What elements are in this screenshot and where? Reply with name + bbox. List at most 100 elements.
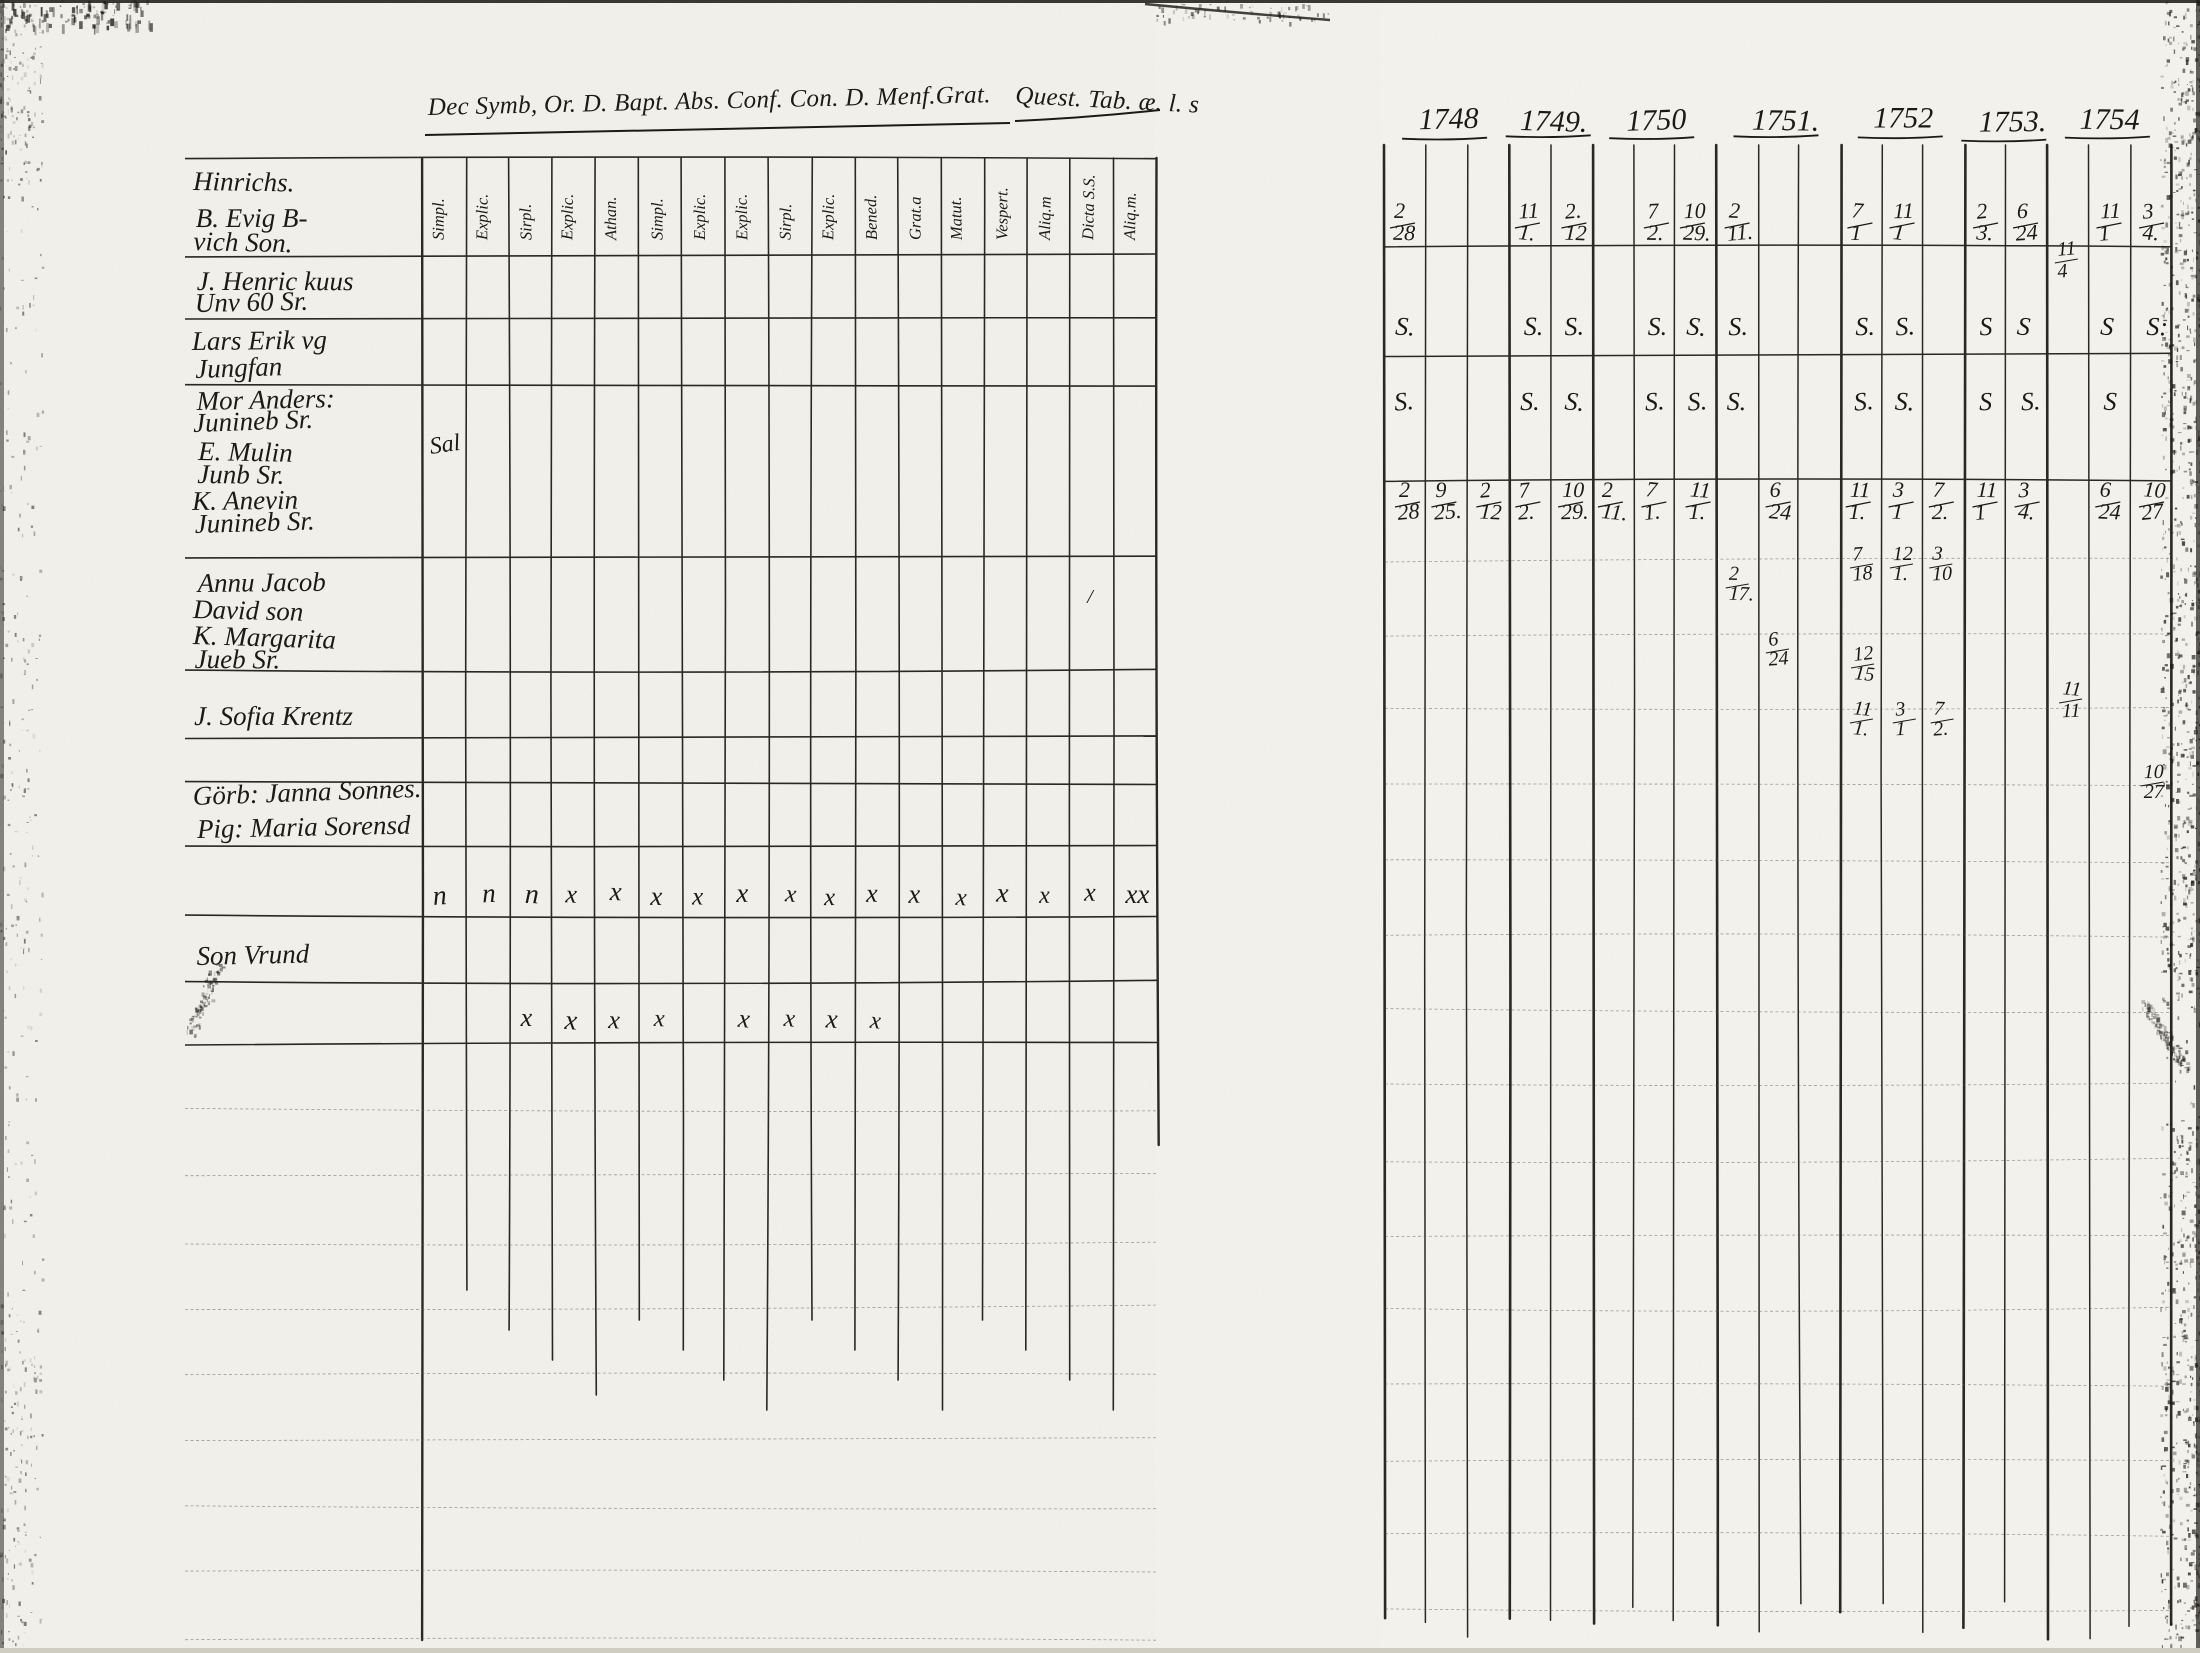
svg-text:2.: 2. — [1517, 499, 1535, 525]
svg-text:12: 12 — [1564, 220, 1587, 246]
svg-text:1: 1 — [1850, 220, 1861, 245]
svg-text:27: 27 — [2140, 498, 2165, 525]
svg-text:Junineb Sr.: Junineb Sr. — [194, 505, 315, 539]
svg-text:x: x — [824, 1003, 838, 1034]
svg-text:2.: 2. — [1932, 499, 1949, 524]
svg-text:x: x — [691, 884, 703, 911]
svg-text:4.: 4. — [2017, 498, 2035, 524]
svg-text:x: x — [1083, 878, 1096, 907]
svg-text:x: x — [607, 1005, 621, 1035]
svg-text:Explic.: Explic. — [557, 193, 577, 241]
svg-text:11: 11 — [2100, 198, 2121, 224]
svg-text:1754: 1754 — [2079, 103, 2139, 137]
svg-text:1750: 1750 — [1626, 103, 1687, 138]
svg-text:S.: S. — [1647, 312, 1667, 341]
svg-text:Unv 60 Sr.: Unv 60 Sr. — [195, 286, 309, 318]
svg-text:28: 28 — [1396, 498, 1420, 525]
svg-text:25.: 25. — [1433, 498, 1462, 525]
svg-text:Simpl.: Simpl. — [647, 198, 666, 240]
svg-text:S: S — [2103, 387, 2118, 417]
svg-text:S.: S. — [1727, 387, 1747, 416]
svg-text:1748: 1748 — [1418, 102, 1479, 136]
svg-text:17.: 17. — [1729, 583, 1755, 606]
svg-text:S.: S. — [1393, 386, 1415, 417]
svg-text:24: 24 — [1768, 498, 1792, 525]
svg-text:x: x — [907, 879, 921, 909]
svg-text:S.: S. — [1686, 386, 1708, 416]
svg-text:S.: S. — [1894, 387, 1915, 417]
svg-text:S.: S. — [1395, 312, 1416, 342]
svg-text:Jueb Sr.: Jueb Sr. — [195, 644, 281, 674]
svg-text:4.: 4. — [2142, 219, 2160, 245]
svg-text:3.: 3. — [1975, 219, 1994, 245]
svg-text:11: 11 — [2056, 237, 2076, 260]
svg-text:Dicta S.S.: Dicta S.S. — [1078, 174, 1099, 241]
svg-text:S.: S. — [1524, 312, 1544, 341]
svg-text:x: x — [865, 879, 878, 908]
svg-text:Aliq.m.: Aliq.m. — [1120, 192, 1140, 241]
svg-text:Grat.a: Grat.a — [906, 196, 925, 240]
svg-text:S: S — [1979, 312, 1993, 342]
svg-text:Bened.: Bened. — [861, 195, 881, 241]
svg-text:28: 28 — [1393, 220, 1416, 245]
svg-text:12: 12 — [1893, 543, 1913, 565]
svg-text:11: 11 — [2062, 700, 2081, 722]
svg-text:S.: S. — [1894, 311, 1915, 341]
svg-text:Sal: Sal — [428, 430, 462, 460]
svg-text:27: 27 — [2144, 781, 2165, 803]
svg-text:S.: S. — [2020, 386, 2041, 416]
svg-text:S.: S. — [1852, 386, 1874, 417]
svg-text:1751.: 1751. — [1752, 104, 1820, 138]
svg-text:1.: 1. — [1849, 499, 1866, 524]
svg-text:15: 15 — [1854, 662, 1876, 686]
svg-text:Explic.: Explic. — [690, 194, 709, 241]
svg-text:S:: S: — [2146, 312, 2168, 341]
svg-text:x: x — [609, 876, 623, 906]
svg-text:S: S — [1979, 387, 1993, 416]
svg-text:1749.: 1749. — [1520, 104, 1588, 139]
svg-text:1752: 1752 — [1873, 102, 1933, 135]
svg-text:29.: 29. — [1683, 220, 1711, 246]
svg-text:24: 24 — [2015, 219, 2038, 245]
svg-text:Jungfan: Jungfan — [195, 351, 283, 384]
svg-text:x: x — [954, 884, 968, 912]
svg-text:n: n — [524, 879, 539, 910]
svg-text:x: x — [563, 1005, 579, 1037]
svg-text:Simpl.: Simpl. — [429, 198, 448, 240]
svg-text:1753.: 1753. — [1979, 105, 2047, 139]
svg-text:vich Son.: vich Son. — [193, 226, 293, 258]
svg-text:Aliq.m: Aliq.m — [1035, 196, 1055, 241]
svg-text:11: 11 — [2062, 677, 2083, 701]
svg-text:29.: 29. — [1561, 499, 1589, 525]
svg-text:S.: S. — [1564, 311, 1585, 341]
svg-text:24: 24 — [1768, 647, 1789, 670]
svg-text:x: x — [823, 884, 835, 911]
svg-text:2.: 2. — [1647, 220, 1664, 245]
svg-text:12: 12 — [1479, 498, 1502, 524]
svg-text:1: 1 — [1895, 718, 1906, 740]
svg-text:18: 18 — [1851, 562, 1873, 586]
svg-text:1.: 1. — [1852, 717, 1869, 740]
svg-text:x: x — [782, 1005, 796, 1033]
svg-text:x: x — [652, 1006, 665, 1033]
svg-text:4: 4 — [2056, 260, 2068, 283]
svg-text:Sirpl.: Sirpl. — [776, 203, 796, 240]
svg-text:Explic.: Explic. — [732, 194, 752, 242]
svg-text:Explic.: Explic. — [472, 194, 491, 241]
svg-text:11.: 11. — [1600, 498, 1628, 525]
svg-text:2.: 2. — [1933, 718, 1949, 741]
svg-text:Explic.: Explic. — [818, 194, 838, 242]
svg-text:Junineb Sr.: Junineb Sr. — [193, 404, 314, 438]
svg-text:n: n — [481, 878, 496, 909]
svg-text:1.: 1. — [1642, 498, 1661, 525]
svg-text:1.: 1. — [1517, 219, 1536, 246]
svg-text:Athan.: Athan. — [601, 196, 621, 241]
svg-text:S.: S. — [1564, 386, 1586, 417]
svg-text:10: 10 — [1932, 563, 1953, 586]
svg-text:1: 1 — [1891, 499, 1903, 524]
svg-text:1: 1 — [1974, 499, 1987, 525]
svg-text:n: n — [432, 880, 448, 912]
svg-text:3: 3 — [1931, 542, 1943, 565]
svg-text:S.: S. — [1685, 311, 1707, 342]
svg-text:11: 11 — [1976, 477, 1997, 503]
